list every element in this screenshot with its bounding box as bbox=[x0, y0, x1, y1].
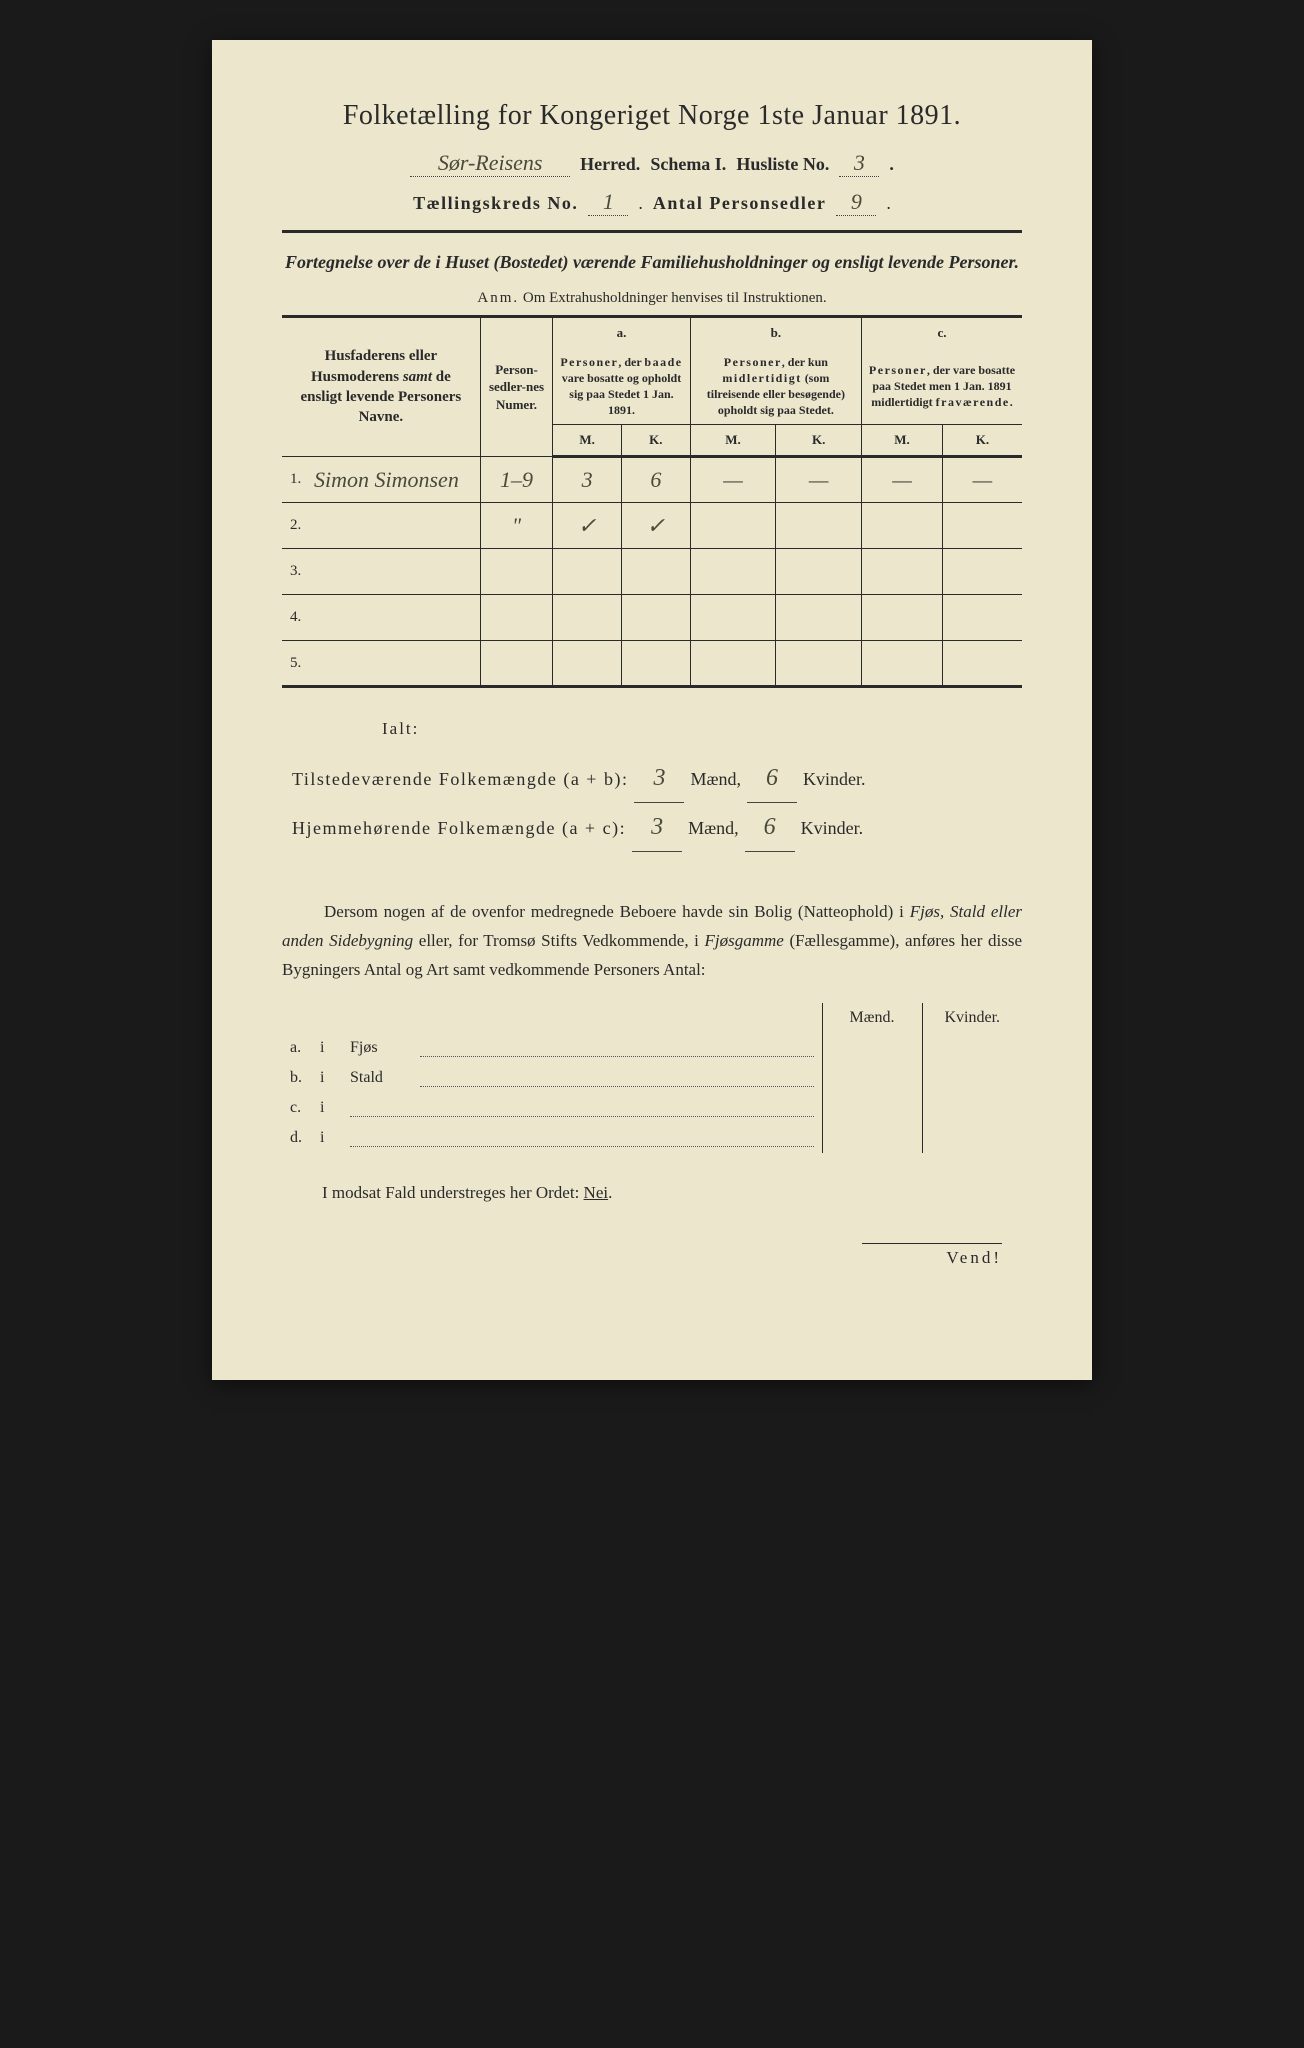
col-b-text: Personer, der kun midlertidigt (som tilr… bbox=[690, 348, 861, 425]
ialt-label: Ialt: bbox=[382, 712, 1022, 746]
husliste-label: Husliste No. bbox=[736, 154, 829, 175]
subtitle: Fortegnelse over de i Huset (Bostedet) v… bbox=[282, 249, 1022, 276]
table-row: a. i Fjøs bbox=[282, 1033, 1022, 1063]
table-row: b. i Stald bbox=[282, 1063, 1022, 1093]
col-numer-header: Person-sedler-nes Numer. bbox=[480, 317, 553, 457]
anm-note: Anm. Om Extrahusholdninger henvises til … bbox=[282, 290, 1022, 307]
herred-label: Herred. bbox=[580, 154, 640, 175]
col-a-label: a. bbox=[553, 317, 690, 348]
col-c-label: c. bbox=[862, 317, 1022, 348]
col-a-text: Personer, der baade vare bosatte og opho… bbox=[553, 348, 690, 425]
table-row: d. i bbox=[282, 1123, 1022, 1153]
totals-block: Ialt: Tilstedeværende Folkemængde (a + b… bbox=[292, 712, 1022, 852]
husliste-value: 3 bbox=[839, 150, 879, 177]
total-resident: Hjemmehørende Folkemængde (a + c): 3 Mæn… bbox=[292, 803, 1022, 852]
table-row: c. i bbox=[282, 1093, 1022, 1123]
header-line-1: Sør-Reisens Herred. Schema I. Husliste N… bbox=[282, 150, 1022, 177]
col-c-text: Personer, der vare bosatte paa Stedet me… bbox=[862, 348, 1022, 425]
table-row: 2. " ✓ ✓ bbox=[282, 502, 1022, 548]
kreds-value: 1 bbox=[588, 189, 628, 216]
herred-value: Sør-Reisens bbox=[410, 150, 570, 177]
total-present: Tilstedeværende Folkemængde (a + b): 3 M… bbox=[292, 754, 1022, 803]
table-row: 4. bbox=[282, 594, 1022, 640]
table-row: 1. Simon Simonsen 1–9 3 6 — — — — bbox=[282, 456, 1022, 502]
census-form-page: Folketælling for Kongeriget Norge 1ste J… bbox=[212, 40, 1092, 1380]
table-row: 3. bbox=[282, 548, 1022, 594]
nei-line: I modsat Fald understreges her Ordet: Ne… bbox=[322, 1183, 1022, 1203]
body-paragraph: Dersom nogen af de ovenfor medregnede Be… bbox=[282, 898, 1022, 985]
main-table: Husfaderens eller Husmoderens samt de en… bbox=[282, 315, 1022, 688]
kreds-label: Tællingskreds No. bbox=[413, 193, 578, 214]
col-name-header: Husfaderens eller Husmoderens samt de en… bbox=[282, 317, 480, 457]
turn-page-label: Vend! bbox=[862, 1243, 1002, 1268]
schema-label: Schema I. bbox=[650, 154, 726, 175]
antal-value: 9 bbox=[836, 189, 876, 216]
divider bbox=[282, 230, 1022, 233]
page-title: Folketælling for Kongeriget Norge 1ste J… bbox=[282, 100, 1022, 132]
antal-label: Antal Personsedler bbox=[653, 193, 826, 214]
col-b-label: b. bbox=[690, 317, 861, 348]
table-row: 5. bbox=[282, 640, 1022, 686]
header-line-2: Tællingskreds No. 1 . Antal Personsedler… bbox=[282, 189, 1022, 216]
side-building-table: Mænd. Kvinder. a. i Fjøs b. i Stald c. i… bbox=[282, 1003, 1022, 1153]
